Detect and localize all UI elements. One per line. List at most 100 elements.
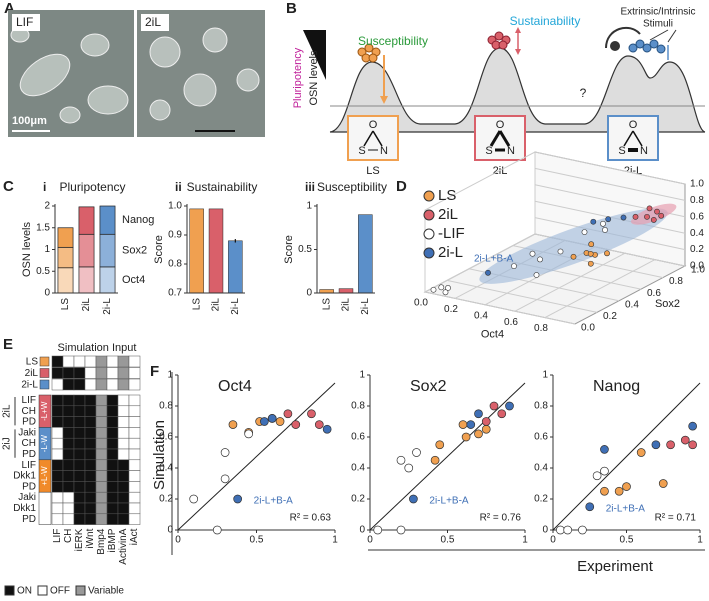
region bbox=[479, 208, 668, 284]
cell bbox=[128, 355, 141, 368]
point bbox=[646, 205, 653, 212]
image-label: 2iL bbox=[145, 15, 161, 29]
group-label: 2iL bbox=[2, 404, 13, 418]
bar bbox=[228, 240, 243, 294]
cell bbox=[128, 416, 141, 428]
y-tick-label: 1.0 bbox=[691, 265, 705, 276]
point bbox=[438, 284, 445, 291]
cell bbox=[84, 437, 97, 450]
x-tick-label: 1 bbox=[332, 535, 338, 546]
cell bbox=[84, 491, 97, 504]
cell bbox=[73, 367, 86, 379]
cell bbox=[62, 416, 75, 428]
cell bbox=[73, 481, 86, 493]
annotation: 2i-L+B-A bbox=[429, 496, 469, 507]
point bbox=[688, 440, 698, 450]
condition-bar bbox=[38, 491, 52, 525]
y-tick-label: 0 bbox=[44, 288, 50, 299]
cell bbox=[128, 481, 141, 493]
y-tick-label: 0.4 bbox=[625, 299, 639, 310]
condition-label: -L-W bbox=[40, 499, 49, 517]
panel-label: F bbox=[150, 363, 159, 380]
x-tick-label: LS bbox=[191, 298, 202, 311]
cell bbox=[73, 394, 86, 407]
cell bbox=[95, 448, 108, 461]
y-tick-label: 0.0 bbox=[581, 323, 595, 334]
y-tick-label: 0.6 bbox=[159, 432, 173, 443]
row-label: PD bbox=[22, 514, 36, 525]
cell bbox=[106, 378, 119, 391]
column-label: LIF bbox=[52, 529, 63, 543]
cell bbox=[106, 513, 119, 525]
node-label: N bbox=[640, 145, 648, 157]
point bbox=[688, 421, 698, 431]
annotation: 2i-L+B-A bbox=[606, 503, 646, 514]
legend-swatch bbox=[4, 585, 15, 596]
column-label: ActivinA bbox=[118, 528, 129, 564]
chart-title: Nanog bbox=[593, 378, 640, 395]
legend-label: 2i-L bbox=[438, 244, 463, 261]
row-label: LIF bbox=[22, 395, 36, 406]
x-tick-label: 1 bbox=[522, 535, 528, 546]
y-tick-label: 1.5 bbox=[36, 222, 50, 233]
node-label: N bbox=[380, 145, 388, 157]
y-tick-label: 0.6 bbox=[647, 288, 661, 299]
cell bbox=[117, 378, 130, 391]
cell bbox=[95, 367, 108, 379]
point bbox=[396, 455, 406, 465]
cell bbox=[62, 437, 75, 450]
y-tick-label: 0.2 bbox=[603, 311, 617, 322]
cell bbox=[73, 448, 86, 461]
cell bbox=[117, 394, 130, 407]
point bbox=[585, 502, 595, 512]
cell bbox=[117, 427, 130, 439]
legend-marker bbox=[423, 228, 435, 240]
y-tick-label: 0.2 bbox=[351, 494, 365, 505]
cell bbox=[117, 491, 130, 504]
cell bbox=[84, 448, 97, 461]
cell bbox=[117, 502, 130, 515]
cell bbox=[73, 405, 86, 417]
point bbox=[614, 486, 624, 496]
row-label: CH bbox=[22, 438, 36, 449]
condition-label: +L-W bbox=[40, 466, 49, 486]
point bbox=[658, 212, 665, 219]
cell bbox=[51, 416, 64, 428]
annotation: R² = 0.63 bbox=[290, 513, 332, 524]
cell bbox=[62, 502, 75, 515]
state-label: LS bbox=[366, 165, 379, 177]
annotation: 2i-L+B-A bbox=[474, 253, 514, 264]
cell bbox=[51, 405, 64, 417]
point bbox=[605, 216, 612, 223]
point bbox=[587, 260, 594, 267]
y-tick-label: 0.6 bbox=[534, 432, 548, 443]
legend-marker bbox=[423, 209, 435, 221]
y-tick-label: 1 bbox=[44, 244, 50, 255]
annotation: Extrinsic/Intrinsic bbox=[620, 7, 695, 18]
z-tick-label: 0.6 bbox=[690, 211, 704, 222]
cell bbox=[95, 355, 108, 368]
point bbox=[511, 263, 517, 269]
bar bbox=[358, 214, 373, 294]
x-tick-label: 0 bbox=[175, 535, 181, 546]
y-tick-label: 0.9 bbox=[168, 230, 182, 241]
point bbox=[600, 466, 609, 476]
sub-label: i bbox=[43, 180, 46, 194]
bar-segment bbox=[99, 233, 116, 268]
swatch bbox=[39, 379, 50, 390]
axis-title: Sox2 bbox=[655, 298, 680, 310]
column-label: iWnt bbox=[85, 528, 96, 548]
cell bbox=[62, 513, 75, 525]
axis-title: Oct4 bbox=[481, 328, 504, 340]
cell bbox=[128, 459, 141, 471]
bar bbox=[338, 288, 354, 294]
cell bbox=[62, 491, 75, 504]
node-label: S bbox=[618, 145, 625, 157]
cell bbox=[95, 427, 108, 439]
x-tick-label: 0 bbox=[550, 535, 556, 546]
point bbox=[590, 218, 597, 225]
cell bbox=[51, 448, 64, 461]
row-label: Jaki bbox=[18, 492, 36, 503]
cell bbox=[106, 427, 119, 439]
annotation: 2i-L+B-A bbox=[254, 496, 294, 507]
